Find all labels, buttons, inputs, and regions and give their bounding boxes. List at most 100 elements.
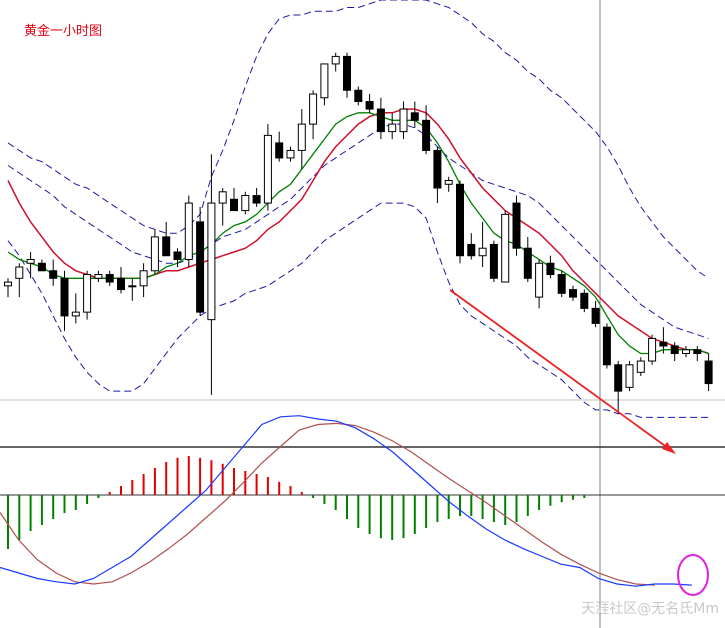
candle [591,300,600,328]
candle [365,94,374,113]
candle [523,236,532,283]
candle-body [230,198,238,212]
candle [37,259,46,272]
candle [456,180,464,264]
candle [94,270,103,283]
candle [309,90,318,140]
candle-body [60,277,69,317]
macd-dif-line [0,415,692,587]
candle [49,259,58,286]
candle [15,263,24,298]
candle [625,361,634,392]
candle [682,345,690,358]
candle-body [410,112,419,121]
candle [557,270,566,298]
candle-body [162,236,171,257]
candle-body [444,180,453,185]
candle-body [636,360,645,373]
candle-body [614,364,623,392]
candle [659,327,668,354]
candle [26,251,35,279]
candle-body [659,341,668,347]
annotations [449,289,676,454]
candle [252,188,261,207]
candle-body [648,337,657,362]
candle [535,259,544,309]
candle-body [546,262,555,276]
moving-averages [7,108,709,355]
candle-body [286,149,295,159]
candle-body [388,123,397,133]
candle-body [83,274,92,313]
candle [71,293,80,324]
candle [489,240,498,283]
candle [4,278,12,298]
trend-arrow-head [662,442,676,454]
candle-body [275,142,284,159]
candle [117,267,125,294]
candle [241,191,250,215]
ma-long-line [7,108,709,355]
candle-body [535,262,544,298]
candle-body [37,262,46,272]
candle [670,342,679,362]
candle-body [625,364,634,388]
candle [512,195,521,256]
candle [614,361,623,414]
candlesticks [4,52,713,414]
candle-body [196,221,205,313]
candle [207,154,216,395]
macd-panel [0,415,709,596]
candle-body [297,123,306,151]
candle [286,146,295,162]
candle-body [422,119,431,151]
candle-body [682,349,690,355]
candle-body [399,108,408,133]
candle-body [569,289,577,298]
candle [343,52,351,98]
candle-body [365,101,374,110]
candle [422,105,431,155]
candle-body [331,55,340,65]
candle-body [523,247,532,279]
candle [105,270,114,286]
candle [467,233,476,260]
candle-body [489,243,498,279]
candle-body [105,274,114,283]
candle-body [591,307,600,324]
candle [173,248,182,268]
candle [275,131,284,162]
candle [602,323,611,369]
candle-body [670,345,679,355]
candle-body [150,236,159,272]
candle-body [343,55,351,91]
candle-body [320,63,329,99]
bollinger-middle-band [7,123,709,339]
candle-body [241,195,250,212]
highlight-circle [677,554,709,596]
candle-body [433,149,442,189]
candle [230,188,238,212]
macd-dea-line [0,422,655,586]
candle [388,112,397,140]
candle-body [207,202,216,321]
candle-body [263,134,272,204]
bollinger-upper-band [7,0,709,279]
candle [648,334,657,365]
candle [636,357,645,377]
candle-body [309,93,318,125]
candle-body [501,213,510,283]
ma-short-line [7,112,709,355]
candle-body [252,195,261,204]
candle [320,63,329,106]
candle-body [580,292,589,309]
candle-body [139,270,148,287]
candle [399,101,408,140]
candle [501,210,510,283]
candle-body [49,270,58,279]
candle [184,195,193,268]
candle-body [128,285,137,288]
candle-body [467,243,476,257]
candle-body [218,191,227,204]
candle-body [456,183,464,257]
